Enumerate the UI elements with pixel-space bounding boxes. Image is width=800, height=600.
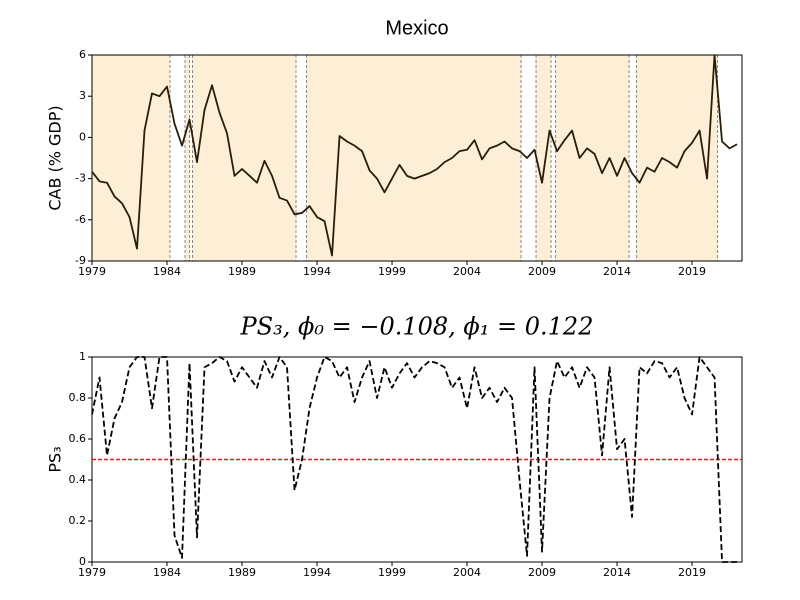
regime-band: [192, 55, 297, 261]
x-tick-label: 2009: [528, 265, 556, 278]
y-tick-label: 0.6: [69, 432, 87, 445]
chart-title: Mexico: [385, 17, 448, 39]
x-tick-label: 2009: [528, 566, 556, 579]
regime-band: [636, 55, 718, 261]
x-tick-label: 2019: [678, 566, 706, 579]
y-tick-label: 0: [79, 130, 86, 143]
subplot: PS₃, ϕ₀ = −0.108, ϕ₁ = 0.122 0 0.2 0.4 0.6 0.…: [46, 313, 743, 579]
x-tick-label: 1989: [228, 566, 256, 579]
x-tick-label: 2004: [453, 265, 481, 278]
y-tick-label: -9: [75, 254, 86, 267]
y-tick-label: 0.4: [69, 473, 87, 486]
x-tick-label: 1999: [378, 265, 406, 278]
x-tick-label: 1999: [378, 566, 406, 579]
x-tick-label: 2014: [603, 265, 631, 278]
x-tick-label: 1994: [303, 566, 331, 579]
regime-band: [536, 55, 552, 261]
y-tick-label: -6: [75, 213, 86, 226]
x-tick-label: 1979: [78, 265, 106, 278]
y-tick-label: 1: [79, 350, 86, 363]
x-tick-label: 2004: [453, 566, 481, 579]
x-tick-label: 1989: [228, 265, 256, 278]
x-tick-label: 1979: [78, 566, 106, 579]
chart-title: PS₃, ϕ₀ = −0.108, ϕ₁ = 0.122: [240, 313, 594, 341]
x-tick-label: 1994: [303, 265, 331, 278]
data-line: [91, 54, 738, 257]
subplot: Mexico -9 -6 -3 0 3 6 1979 1984 1989 1994 1999 2004 2…: [46, 17, 743, 278]
x-tick-label: 1984: [153, 265, 181, 278]
regime-band: [185, 55, 190, 261]
y-tick-label: 3: [79, 89, 86, 102]
y-tick-label: 0: [79, 555, 86, 568]
regime-band: [306, 55, 522, 261]
y-tick-label: 6: [79, 48, 86, 61]
x-tick-label: 1984: [153, 566, 181, 579]
y-tick-label: 0.8: [69, 391, 87, 404]
plot-frame: [91, 54, 743, 262]
x-tick-label: 2019: [678, 265, 706, 278]
data-line: [91, 356, 738, 563]
regime-band: [555, 55, 630, 261]
regime-band: [92, 55, 171, 261]
y-tick-label: 0.2: [69, 514, 87, 527]
y-tick-label: -3: [75, 172, 86, 185]
y-axis-label: PS₃: [46, 446, 65, 472]
y-axis-label: CAB (% GDP): [46, 105, 65, 210]
x-tick-label: 2014: [603, 566, 631, 579]
